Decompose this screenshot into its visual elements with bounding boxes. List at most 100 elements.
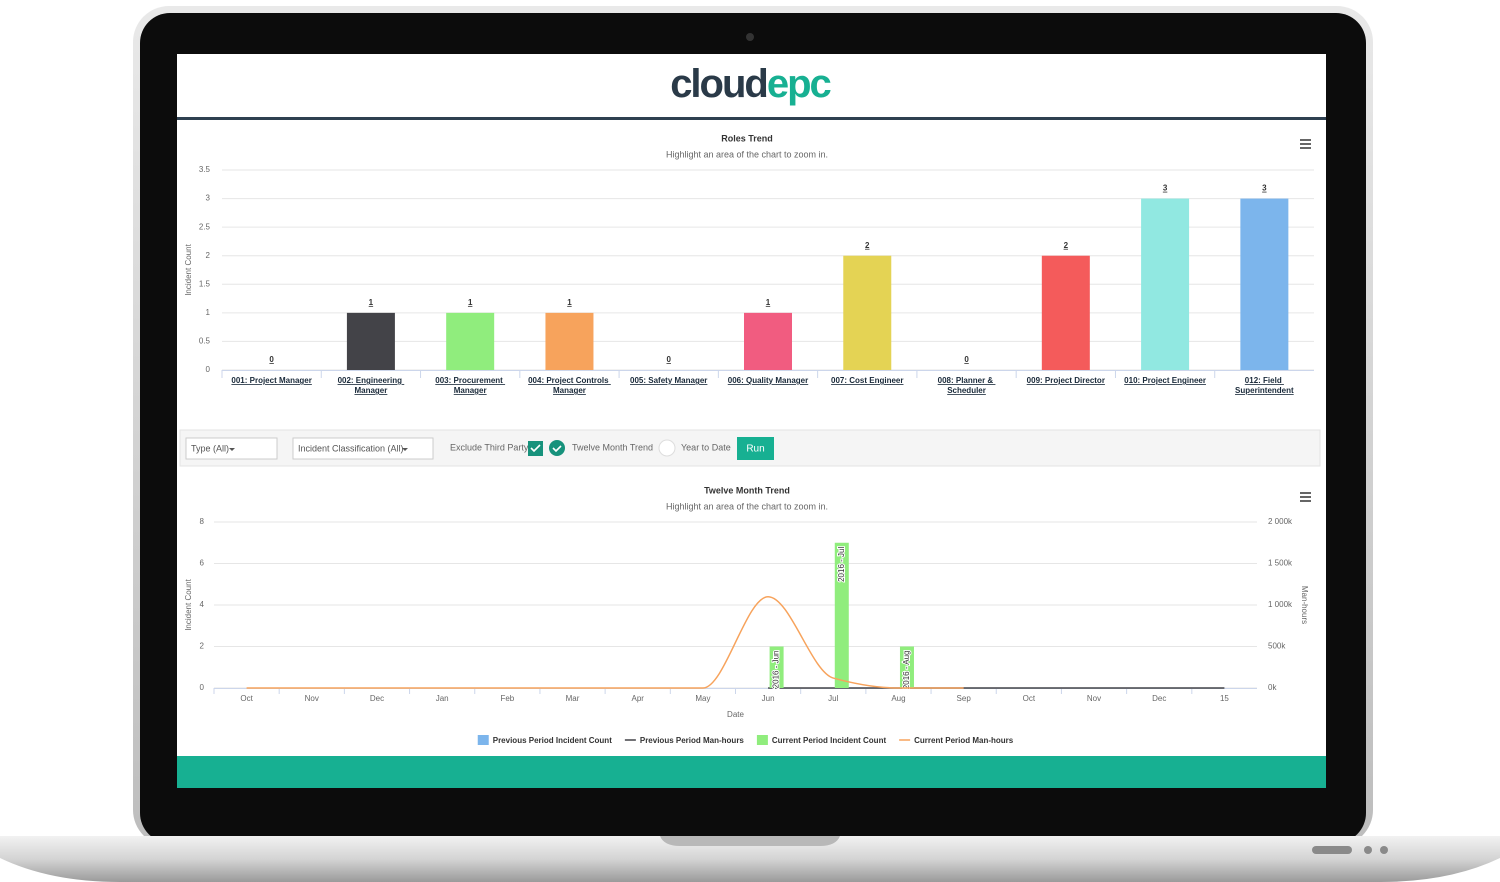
x-tick-label: 006: Quality Manager (728, 376, 808, 385)
classification-dropdown[interactable]: Incident Classification (All) (292, 437, 434, 460)
data-label: 3 (1163, 184, 1168, 193)
x-tick-label: Oct (240, 694, 253, 703)
y-tick-label: 2 (200, 642, 205, 651)
radio-label: Twelve Month Trend (572, 442, 653, 452)
button-label[interactable]: Run (746, 444, 764, 455)
logo: cloudepc (670, 62, 831, 106)
year-to-date-radio[interactable] (658, 439, 676, 457)
x-tick-label: Dec (370, 694, 384, 703)
checkmark (530, 444, 541, 453)
chart-title: Roles Trend (721, 133, 773, 143)
x-tick-label: Jul (828, 694, 838, 703)
data-label: 2 (865, 241, 870, 250)
bar (1141, 198, 1190, 370)
x-tick-label: 003: Procurement Manager (435, 376, 505, 395)
data-label: 0 (269, 355, 274, 364)
bar (834, 542, 849, 688)
logo-part: cloud (670, 62, 767, 106)
radio-label: Year to Date (681, 442, 731, 452)
y2-tick-label: 0k (1268, 683, 1277, 692)
webcam (746, 33, 754, 41)
laptop-base (0, 836, 1500, 882)
x-tick-label: May (695, 694, 710, 703)
chart-menu-button[interactable] (1300, 492, 1311, 502)
legend-item[interactable]: Current Period Man-hours (899, 736, 1014, 745)
logo-part: epc (767, 62, 832, 106)
twelve-month-radio[interactable] (549, 440, 565, 456)
bar (346, 312, 395, 370)
data-label: 2 (1064, 241, 1069, 250)
data-label: 2016 - Jun (772, 651, 781, 689)
y-tick-label: 0.5 (199, 337, 211, 346)
dropdown-caret (229, 448, 235, 451)
y-tick-label: 4 (200, 600, 205, 609)
x-tick-label: Oct (1023, 694, 1036, 703)
x-tick-label: Jan (436, 694, 449, 703)
x-tick-label: Apr (631, 694, 644, 703)
line-series (246, 595, 964, 689)
x-tick-label: 001: Project Manager (231, 376, 311, 385)
laptop-indicator (1380, 846, 1388, 854)
menu-icon-line (1300, 500, 1311, 502)
type-dropdown[interactable]: Type (All) (185, 437, 278, 460)
data-label: 1 (567, 298, 572, 307)
data-label: 3 (1262, 184, 1267, 193)
x-tick-label: 008: Planner & Scheduler (938, 376, 996, 395)
x-tick-label: 007: Cost Engineer (831, 376, 903, 385)
y-tick-label: 0 (200, 683, 205, 692)
bar (843, 255, 892, 370)
chart-subtitle: Highlight an area of the chart to zoom i… (666, 501, 828, 511)
exclude-third-party-checkbox[interactable] (528, 441, 543, 456)
y-tick-label: 6 (200, 559, 205, 568)
chart-menu-button[interactable] (1300, 139, 1311, 149)
x-tick-label: Feb (500, 694, 514, 703)
header-divider (177, 117, 1326, 120)
y-tick-label: 3.5 (199, 165, 211, 174)
x-tick-label: Jun (762, 694, 775, 703)
legend-label: Current Period Incident Count (772, 736, 887, 745)
bar (1041, 255, 1090, 370)
y-tick-label: 1.5 (199, 279, 211, 288)
x-tick-label: Sep (957, 694, 972, 703)
dropdown-caret (402, 448, 408, 451)
y-tick-label: 1 (206, 308, 211, 317)
dropdown-label[interactable]: Incident Classification (All) (298, 443, 404, 453)
data-label: 0 (964, 355, 969, 364)
menu-icon-line (1300, 147, 1311, 149)
dropdown-label[interactable]: Type (All) (191, 443, 229, 453)
menu-icon-line (1300, 492, 1311, 494)
y-axis-title: Incident Count (184, 243, 193, 295)
legend-symbol (477, 735, 489, 745)
y2-tick-label: 1 000k (1268, 600, 1293, 609)
menu-icon-line (1300, 496, 1311, 498)
legend-symbol (756, 735, 768, 745)
data-label: 2016 - Aug (902, 651, 911, 690)
data-label: 1 (369, 298, 374, 307)
y-tick-label: 3 (206, 194, 211, 203)
y-tick-label: 0 (206, 365, 211, 374)
footer-bar (177, 756, 1326, 788)
screen (177, 54, 1326, 788)
laptop-indicator (1312, 846, 1352, 854)
data-label: 1 (468, 298, 473, 307)
x-tick-label: Nov (305, 694, 319, 703)
legend-label: Previous Period Man-hours (640, 736, 745, 745)
x-tick-label: 005: Safety Manager (630, 376, 707, 385)
y-tick-label: 2.5 (199, 222, 211, 231)
y-tick-label: 8 (200, 517, 205, 526)
legend-item[interactable]: Previous Period Incident Count (477, 735, 612, 745)
x-tick-label: Dec (1152, 694, 1166, 703)
legend-item[interactable]: Previous Period Man-hours (624, 736, 745, 745)
run-button[interactable]: Run (737, 437, 774, 460)
bar (744, 312, 792, 370)
x-tick-label: 009: Project Director (1027, 376, 1105, 385)
dropdown-box[interactable] (292, 437, 434, 460)
data-label: 0 (667, 355, 672, 364)
x-tick-label: Aug (891, 694, 905, 703)
legend-item[interactable]: Current Period Incident Count (756, 735, 887, 745)
y2-tick-label: 2 000k (1268, 517, 1293, 526)
radio[interactable] (549, 440, 565, 456)
bar (545, 312, 594, 370)
button-bg[interactable] (737, 437, 774, 460)
data-label: 1 (766, 298, 771, 307)
